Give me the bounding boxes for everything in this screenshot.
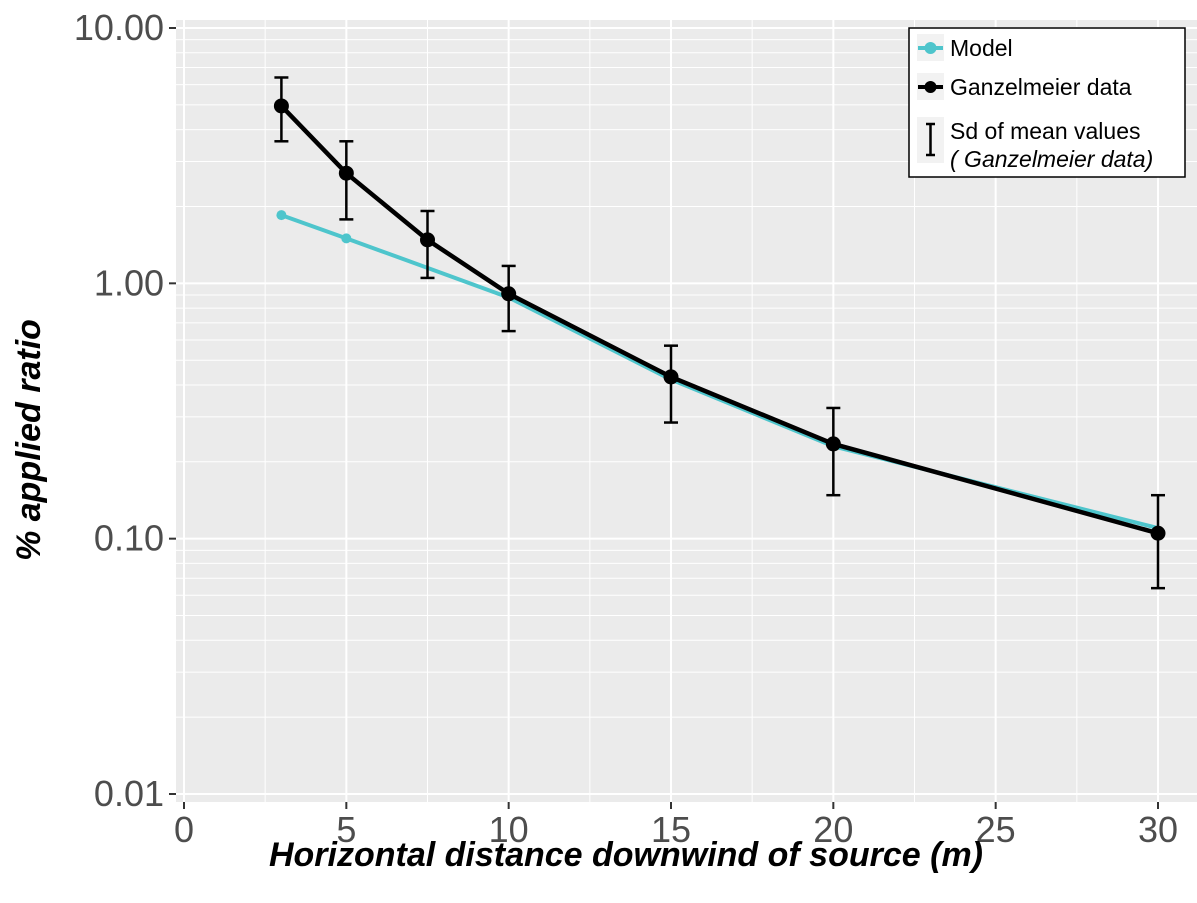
ganzelmeier-point (825, 436, 841, 452)
ganzelmeier-point (420, 232, 435, 248)
x-tick-label: 25 (976, 809, 1016, 850)
series-ganzelmeier (273, 76, 1166, 590)
legend: Model Ganzelmeier data Sd of mean values… (908, 27, 1186, 178)
model-point (276, 210, 287, 221)
ganzelmeier-point (273, 98, 289, 114)
y-tick-label: 0.01 (94, 773, 164, 814)
ganzelmeier-point (338, 165, 354, 181)
legend-label-sd-line2: ( Ganzelmeier data) (950, 146, 1153, 172)
x-tick-label: 10 (489, 809, 529, 850)
ganzelmeier-point (663, 369, 679, 385)
x-tick-label: 30 (1138, 809, 1178, 850)
legend-key-model-point (924, 42, 937, 54)
x-axis-title: Horizontal distance downwind of source (… (269, 836, 983, 874)
legend-box (908, 27, 1186, 178)
ganzelmeier-point (1150, 525, 1166, 541)
y-axis-title: % applied ratio (10, 319, 48, 561)
x-tick-label: 20 (813, 809, 853, 850)
x-axis-ticks: 0 5 10 15 20 25 30 (174, 802, 1178, 850)
y-tick-label: 0.10 (94, 518, 164, 559)
y-tick-label: 1.00 (94, 262, 164, 303)
legend-label-model: Model (950, 35, 1013, 61)
model-point (341, 233, 352, 244)
x-tick-label: 0 (174, 809, 194, 850)
x-tick-label: 5 (336, 809, 356, 850)
ganzelmeier-point (501, 286, 517, 302)
y-axis-ticks: 0.01 0.10 1.00 10.00 (74, 7, 176, 814)
y-tick-label: 10.00 (74, 7, 164, 48)
legend-label-data: Ganzelmeier data (950, 74, 1132, 100)
legend-label-sd-line1: Sd of mean values (950, 118, 1141, 144)
legend-key-data-point (924, 81, 937, 93)
x-tick-label: 15 (651, 809, 691, 850)
